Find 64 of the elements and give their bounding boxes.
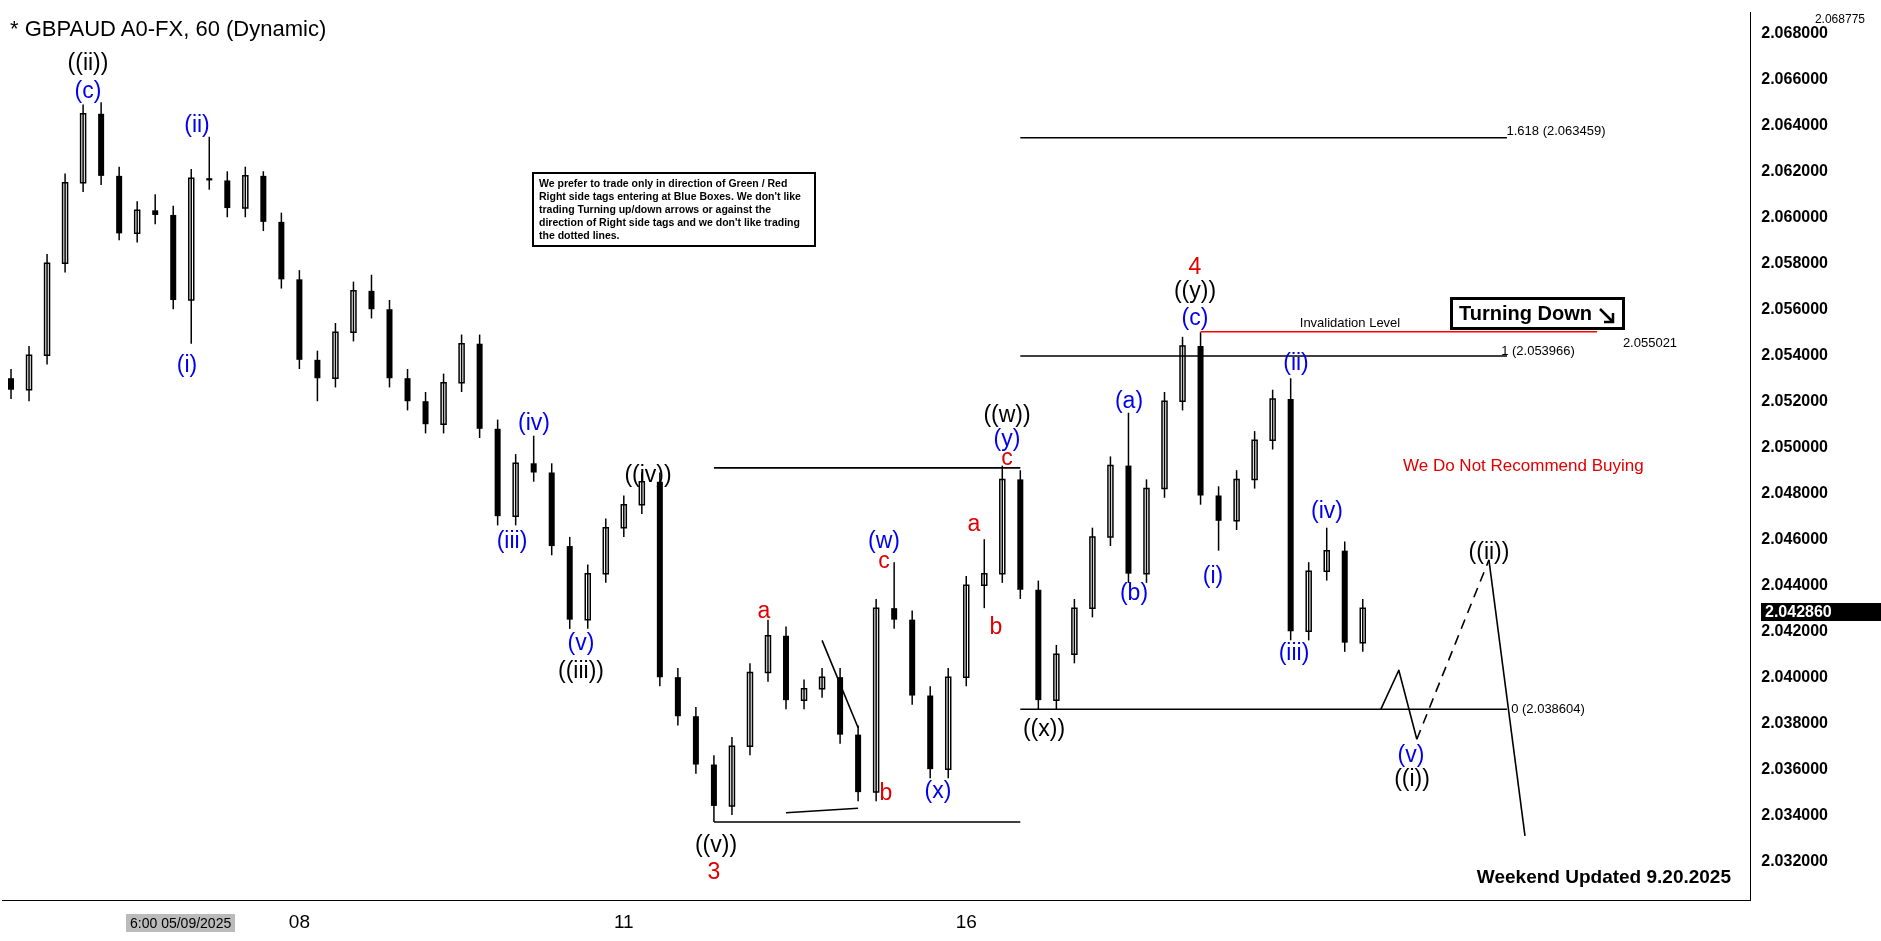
annotation: (iv) — [518, 409, 550, 435]
y-tick-label: 2.036000 — [1761, 759, 1829, 777]
annotation: ((w)) — [983, 401, 1031, 427]
annotation: (i) — [1202, 562, 1224, 588]
annotation: (i) — [176, 351, 198, 377]
y-tick-label: 2.032000 — [1761, 851, 1829, 869]
y-tick-label: 2.052000 — [1761, 391, 1829, 409]
annotation: (x) — [924, 777, 952, 803]
annotation: (b) — [1119, 579, 1149, 605]
annotation: ((ii)) — [67, 49, 109, 75]
y-tick-label: 2.038000 — [1761, 713, 1829, 731]
y-tick-label: 2.048000 — [1761, 483, 1829, 501]
annotation: 3 — [707, 858, 721, 884]
annotation: b — [989, 613, 1003, 639]
annotation: 0 (2.038604) — [1511, 700, 1585, 716]
annotation: (iii) — [496, 527, 528, 553]
y-tick-label: 2.068000 — [1761, 23, 1829, 41]
annotation: (ii) — [1283, 349, 1309, 375]
annotation: We Do Not Recommend Buying — [1403, 456, 1644, 476]
y-tick-label: 2.062000 — [1761, 161, 1829, 179]
y-tick-label: 2.042000 — [1761, 621, 1829, 639]
annotation: 1 (2.053966) — [1501, 342, 1575, 358]
annotation: (v) — [1397, 741, 1425, 767]
annotation: (v) — [567, 629, 595, 655]
annotation: ((v)) — [694, 831, 738, 857]
annotation: (c) — [1181, 304, 1209, 330]
annotation: Invalidation Level — [1299, 314, 1401, 330]
annotation: We prefer to trade only in direction of Green / Red Right side tags entering at Blue Boxes. We don't like trading Turning up/down arrows or against the direction of Right side tags and we don't like trading the dotted lines. — [532, 172, 816, 247]
annotation: Turning Down — [1450, 297, 1625, 330]
annotation: a — [757, 597, 771, 623]
y-tick-label: 2.040000 — [1761, 667, 1829, 685]
annotation: (a) — [1114, 387, 1144, 413]
x-tick-label: 16 — [955, 910, 977, 932]
annotation: ((iii)) — [558, 657, 604, 683]
y-tick-label: 2.064000 — [1761, 115, 1829, 133]
annotation: ((iv)) — [624, 461, 672, 487]
y-tick-label: 2.046000 — [1761, 529, 1829, 547]
y-tick-label: 2.056000 — [1761, 299, 1829, 317]
chart-title: * GBPAUD A0-FX, 60 (Dynamic) — [10, 16, 327, 42]
y-tick-label: 2.060000 — [1761, 207, 1829, 225]
annotation: (iii) — [1278, 639, 1310, 665]
annotation: ((ii)) — [1468, 538, 1510, 564]
annotation: (c) — [74, 77, 102, 103]
annotation: 1.618 (2.063459) — [1506, 122, 1606, 138]
annotation: a — [967, 510, 981, 536]
y-tick-label: 2.058000 — [1761, 253, 1829, 271]
annotation: b — [879, 779, 893, 805]
annotation: ((y)) — [1173, 277, 1217, 303]
annotation: 2.055021 — [1622, 334, 1678, 350]
annotation: ((x)) — [1022, 715, 1066, 741]
y-tick-label: 2.054000 — [1761, 345, 1829, 363]
y-tick-label: 2.034000 — [1761, 805, 1829, 823]
text: 2.068775 — [1814, 12, 1865, 26]
text: 6:00 05/09/2025 — [126, 914, 236, 932]
annotation: Weekend Updated 9.20.2025 — [1476, 866, 1731, 888]
x-tick-label: 11 — [613, 910, 634, 932]
text: 2.042860 — [1761, 603, 1881, 621]
y-tick-label: 2.050000 — [1761, 437, 1829, 455]
y-tick-label: 2.044000 — [1761, 575, 1829, 593]
annotation: 4 — [1188, 253, 1202, 279]
x-tick-label: 08 — [288, 910, 310, 932]
annotation: (ii) — [184, 111, 210, 137]
y-tick-label: 2.066000 — [1761, 69, 1829, 87]
annotation: (iv) — [1311, 497, 1343, 523]
